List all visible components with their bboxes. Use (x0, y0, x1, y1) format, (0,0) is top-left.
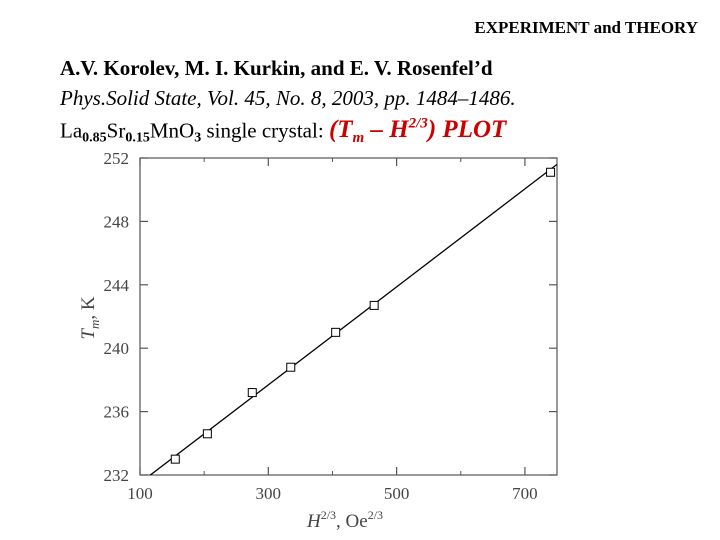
material-line: La0.85Sr0.15MnO3 single crystal: (Tm – H… (60, 116, 506, 147)
x-tick-label-3: 700 (512, 484, 538, 503)
y-tick-label-4: 248 (104, 212, 130, 231)
y-axis-ticks: 232 236 240 244 248 252 (104, 149, 557, 485)
formula-la-subscript: 0.85 (82, 130, 107, 146)
y-tick-label-1: 236 (104, 403, 130, 422)
x-axis-label-unit: Oe (346, 511, 368, 532)
data-point-0 (170, 454, 180, 464)
plot-title-h: H (389, 116, 409, 144)
plot-frame (139, 157, 558, 476)
plot-title-open: ( (328, 116, 338, 144)
data-point-2 (247, 388, 257, 398)
x-axis-ticks: 100 300 500 700 (127, 158, 538, 503)
plot-title: (Tm – H2/3) PLOT (328, 116, 507, 147)
plot-title-close: ) PLOT (427, 116, 507, 144)
y-axis-label-t: T (78, 328, 99, 340)
x-tick-label-2: 500 (384, 484, 410, 503)
x-axis-label-sep: , (336, 511, 346, 532)
y-axis-label-unit: , K (78, 296, 99, 320)
x-axis-label-unit-exp: 2/3 (368, 508, 383, 522)
y-tick-label-3: 244 (104, 276, 130, 295)
x-tick-label-1: 300 (256, 484, 282, 503)
plot-title-m: m (352, 130, 365, 147)
x-axis-label-h: H (306, 511, 322, 532)
y-tick-label-5: 252 (104, 149, 130, 168)
data-point-1 (202, 429, 212, 439)
data-point-6 (546, 167, 556, 177)
citation-journal: Phys.Solid State, Vol. 45, No. 8, 2003, … (60, 86, 516, 110)
section-header: EXPERIMENT and THEORY (474, 18, 698, 37)
formula-sr-subscript: 0.15 (125, 130, 150, 146)
data-point-3 (286, 362, 296, 372)
data-point-4 (331, 327, 341, 337)
x-axis-label-exp: 2/3 (321, 508, 336, 522)
y-tick-label-0: 232 (104, 466, 130, 485)
fit-line-group (149, 163, 557, 475)
data-points (170, 167, 556, 464)
formula-mn: Mn (149, 118, 180, 143)
plot-title-exp: 2/3 (408, 116, 428, 132)
formula-la: La (60, 118, 83, 143)
formula-o-subscript: 3 (194, 130, 202, 146)
plot-title-t: T (337, 116, 353, 144)
formula-o: O (179, 118, 195, 143)
fit-line (149, 163, 557, 475)
citation-authors: A.V. Korolev, M. I. Kurkin, and E. V. Ro… (60, 56, 493, 80)
x-tick-label-0: 100 (127, 484, 153, 503)
x-axis-label: H2/3, Oe2/3 (306, 508, 383, 532)
formula-sr: Sr (106, 118, 126, 143)
y-axis-label-m: m (87, 320, 102, 329)
plot-title-dash: – (364, 116, 390, 144)
data-point-5 (369, 300, 379, 310)
y-tick-label-2: 240 (104, 339, 130, 358)
material-suffix: single crystal: (206, 118, 324, 143)
y-axis-label: Tm, K (78, 296, 102, 339)
